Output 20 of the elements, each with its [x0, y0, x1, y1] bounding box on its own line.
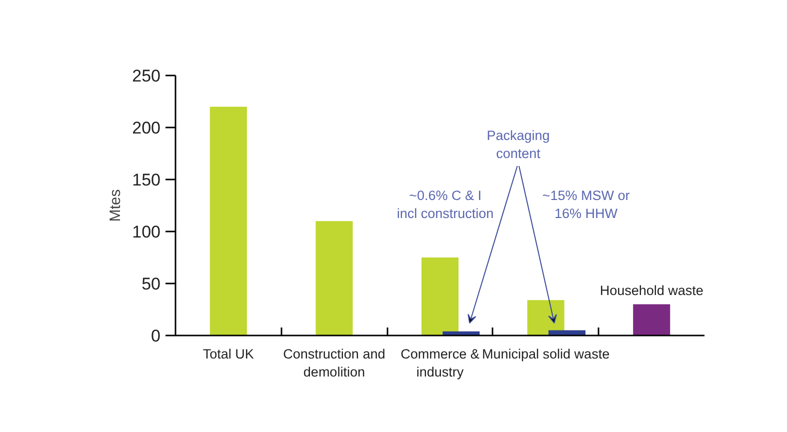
- y-tick-label: 0: [151, 326, 161, 346]
- y-axis-title: Mtes: [107, 189, 124, 222]
- x-tick-label: Municipal solid waste: [482, 346, 610, 362]
- x-tick-label: Total UK: [202, 346, 254, 362]
- x-tick-label: Commerce & industry: [400, 346, 480, 380]
- series-label: Household waste: [600, 283, 704, 298]
- y-tick-label: 50: [142, 274, 161, 294]
- y-tick-label: 150: [132, 170, 161, 190]
- y-tick-label: 100: [132, 222, 161, 242]
- bar: [527, 300, 564, 336]
- y-tick-label: 200: [132, 118, 161, 138]
- y-tick-label: 250: [132, 66, 161, 86]
- annotation: Packaging content: [486, 128, 550, 161]
- bar: [210, 106, 247, 336]
- annotation: ~15% MSW or 16% HHW: [542, 188, 630, 222]
- annotation: ~0.6% C & I incl construction: [396, 188, 494, 222]
- x-tick-label: Construction and demolition: [283, 346, 386, 380]
- bar: [316, 221, 353, 336]
- bar: [421, 258, 459, 336]
- bar: [633, 304, 670, 336]
